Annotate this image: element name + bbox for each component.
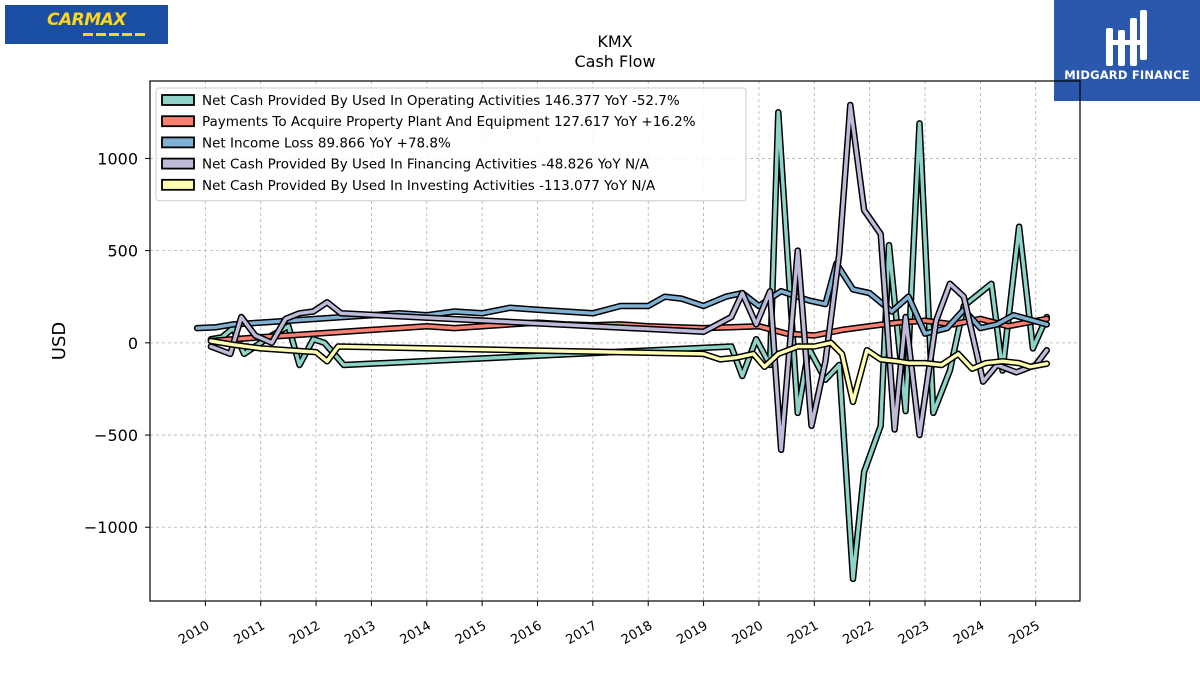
x-tick-label: 2019	[674, 618, 710, 648]
plot-frame	[149, 80, 1081, 602]
y-axis-label: USD	[49, 322, 70, 360]
legend-swatch	[161, 115, 195, 128]
legend-swatch	[161, 157, 195, 170]
x-tick-label: 2014	[398, 618, 434, 648]
series-line-stroke	[209, 103, 1049, 452]
x-tick-label: 2012	[287, 618, 323, 648]
x-tick-label: 2024	[951, 618, 987, 648]
series-line	[207, 337, 1051, 406]
legend-label: Net Cash Provided By Used In Operating A…	[202, 93, 680, 109]
x-tick-label: 2015	[453, 618, 489, 648]
series-line	[207, 101, 1051, 454]
legend: Net Cash Provided By Used In Operating A…	[155, 87, 747, 202]
x-tick-label: 2011	[232, 618, 268, 648]
legend-item: Net Cash Provided By Used In Financing A…	[161, 157, 650, 173]
legend-box	[155, 87, 747, 202]
y-tick-label: 500	[107, 242, 138, 261]
x-tick-label: 2010	[176, 618, 212, 648]
x-tick-label: 2018	[619, 618, 655, 648]
chart-subtitle: Cash Flow	[574, 52, 656, 71]
legend-item: Payments To Acquire Property Plant And E…	[161, 114, 696, 130]
legend-item: Net Cash Provided By Used In Operating A…	[161, 93, 680, 109]
x-tick-label: 2016	[508, 618, 544, 648]
legend-swatch	[161, 178, 195, 191]
series-line-stroke	[209, 339, 1049, 404]
x-tick-label: 2025	[1007, 618, 1043, 648]
carmax-logo-text: CARMAX	[47, 10, 126, 30]
legend-item: Net Income Loss 89.866 YoY +78.8%	[161, 135, 451, 151]
y-tick-label: 0	[128, 334, 138, 353]
x-tick-label: 2013	[342, 618, 378, 648]
y-tick-label: 1000	[97, 149, 138, 168]
x-tick-label: 2023	[896, 618, 932, 648]
legend-swatch	[161, 136, 195, 149]
chart-title: KMX	[597, 32, 633, 51]
series-layer	[193, 101, 1051, 583]
legend-label: Payments To Acquire Property Plant And E…	[202, 114, 696, 130]
y-tick-label: −500	[94, 426, 138, 445]
x-tick-label: 2020	[730, 618, 766, 648]
x-tick-label: 2021	[785, 618, 821, 648]
y-tick-label: −1000	[84, 518, 138, 537]
carmax-logo-dashes	[83, 33, 145, 36]
midgard-finance-logo: MIDGARD FINANCE	[1054, 0, 1200, 101]
midgard-finance-logo-text: MIDGARD FINANCE	[1064, 68, 1190, 82]
legend-label: Net Cash Provided By Used In Financing A…	[202, 157, 650, 173]
legend-label: Net Income Loss 89.866 YoY +78.8%	[202, 135, 451, 151]
legend-item: Net Cash Provided By Used In Investing A…	[161, 178, 656, 194]
x-tick-label: 2022	[840, 618, 876, 648]
midgard-finance-mark-icon	[1106, 10, 1147, 66]
x-tick-label: 2017	[564, 618, 600, 648]
legend-swatch	[161, 94, 195, 106]
legend-label: Net Cash Provided By Used In Investing A…	[202, 178, 656, 194]
carmax-logo: CARMAX	[5, 5, 168, 44]
